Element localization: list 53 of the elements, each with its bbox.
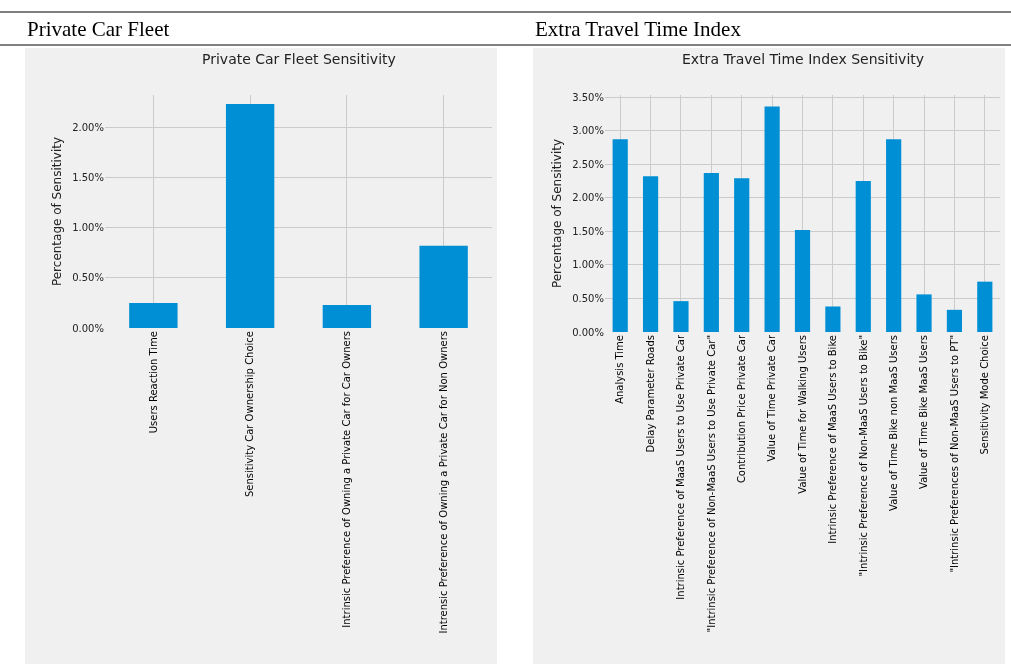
x-tick-label: Delay Parameter Roads (644, 335, 656, 453)
bar (855, 180, 871, 332)
y-tick-label: 1.00% (72, 222, 104, 234)
bar (916, 294, 932, 332)
bar (794, 229, 811, 332)
y-tick-label: 3.00% (572, 125, 604, 137)
x-tick-label: Sensitivity Mode Choice (979, 335, 991, 455)
y-tick-label: 1.50% (572, 225, 604, 237)
x-tick-label: "Intrinsic Preference of Non-MaaS Users to Bike" (857, 335, 869, 577)
x-tick-label: Sensitivity Car Ownership Choice (244, 331, 256, 498)
y-tick-label: 0.50% (72, 272, 104, 284)
x-tick-label: Intrensic Preference of Owning a Private Car for Non Owners (437, 331, 449, 634)
x-tick-label: Intrinsic Preference of MaaS Users to Use Private Car (675, 334, 687, 600)
y-tick-label: 0.00% (72, 322, 104, 334)
y-tick-label: 2.50% (572, 158, 604, 170)
bar (825, 306, 841, 332)
bar (886, 139, 902, 332)
bar (612, 139, 628, 332)
bar (225, 104, 275, 328)
x-tick-label: Intrinsic Preference of Owning a Private Car for Car Owners (341, 331, 353, 628)
x-tick-label: Contribution Price Private Car (735, 334, 747, 484)
x-tick-label: Value of Time Private Car (766, 334, 778, 462)
text: Extra Travel Time Index (535, 17, 742, 41)
y-tick-label: 3.50% (572, 91, 604, 103)
y-axis-title: Percentage of Sensitivity (549, 138, 564, 289)
bar (642, 176, 659, 332)
x-tick-label: Users Reaction Time (147, 331, 159, 434)
y-tick-label: 2.00% (572, 192, 604, 204)
x-tick-label: "Intrinsic Preferences of Non-MaaS Users to PT" (948, 335, 960, 573)
bar (946, 309, 963, 332)
y-tick-label: 1.50% (72, 171, 104, 183)
bar (129, 302, 178, 328)
y-tick-label: 0.50% (572, 292, 604, 304)
text: Private Car Fleet (27, 17, 170, 41)
chart-title: Extra Travel Time Index Sensitivity (682, 51, 925, 67)
x-tick-label: "Intrinsic Preference of Non-MaaS Users to Use Private Car" (705, 335, 717, 633)
chart-title: Private Car Fleet Sensitivity (202, 51, 396, 67)
bar (977, 281, 993, 332)
x-tick-label: Analysis Time (614, 335, 626, 404)
x-tick-label: Intrinsic Preference of MaaS Users to Bike (827, 335, 839, 544)
bar (734, 178, 750, 332)
bar (673, 301, 689, 332)
x-tick-label: Value of Time Bike MaaS Users (918, 335, 930, 489)
bar (703, 172, 719, 332)
bar (764, 106, 780, 332)
y-tick-label: 1.00% (572, 259, 604, 271)
x-tick-label: Value of Time for Walking Users (796, 335, 808, 494)
bar (419, 245, 468, 328)
y-tick-label: 2.00% (72, 121, 104, 133)
bar (322, 304, 372, 328)
x-tick-label: Value of Time Bike non MaaS Users (887, 335, 899, 511)
y-tick-label: 0.00% (572, 326, 604, 338)
y-axis-title: Percentage of Sensitivity (49, 136, 64, 287)
